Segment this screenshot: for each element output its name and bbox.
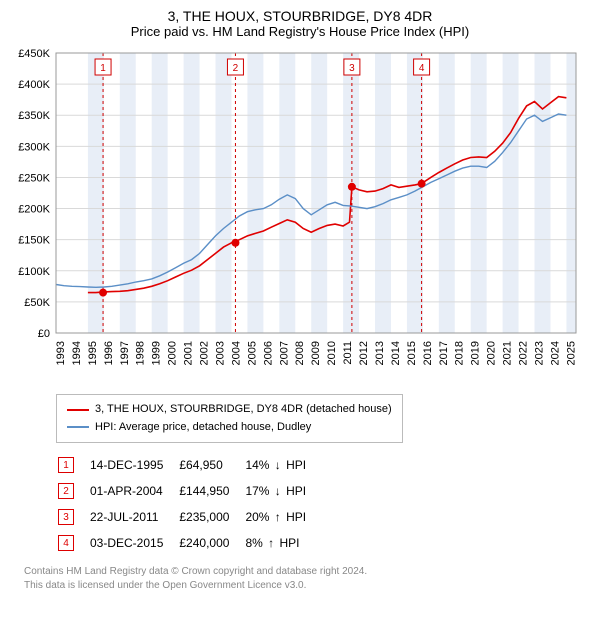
svg-text:2009: 2009 xyxy=(310,341,322,365)
event-marker: 1 xyxy=(58,457,74,473)
footer-line2: This data is licensed under the Open Gov… xyxy=(24,579,588,593)
svg-text:£200K: £200K xyxy=(18,204,50,216)
price-chart: £0 £50K £100K £150K £200K £250K £300K £350K £400… xyxy=(12,45,588,390)
event-row: 3 22-JUL-2011£235,00020% ↑ HPI xyxy=(58,505,320,529)
arrow-down-icon: ↓ xyxy=(273,458,283,472)
title-address: 3, THE HOUX, STOURBRIDGE, DY8 4DR xyxy=(12,8,588,24)
svg-text:1997: 1997 xyxy=(119,341,131,365)
svg-text:2020: 2020 xyxy=(486,341,498,365)
chart-svg: £0 £50K £100K £150K £200K £250K £300K £350K £400… xyxy=(12,45,588,385)
svg-text:1995: 1995 xyxy=(87,341,99,365)
event-date: 22-JUL-2011 xyxy=(90,505,177,529)
svg-text:2014: 2014 xyxy=(390,341,402,365)
svg-text:2023: 2023 xyxy=(534,341,546,365)
svg-text:£400K: £400K xyxy=(18,79,50,91)
svg-text:2002: 2002 xyxy=(199,341,211,365)
svg-text:£350K: £350K xyxy=(18,110,50,122)
svg-text:1996: 1996 xyxy=(103,341,115,365)
svg-text:£300K: £300K xyxy=(18,141,50,153)
svg-text:2017: 2017 xyxy=(438,341,450,365)
svg-text:3: 3 xyxy=(349,63,355,74)
event-marker: 3 xyxy=(58,509,74,525)
svg-text:2004: 2004 xyxy=(230,341,242,365)
event-price: £235,000 xyxy=(179,505,243,529)
svg-text:1998: 1998 xyxy=(135,341,147,365)
arrow-up-icon: ↑ xyxy=(266,536,276,550)
svg-text:£450K: £450K xyxy=(18,48,50,60)
svg-text:2021: 2021 xyxy=(502,341,514,365)
legend-swatch-blue xyxy=(67,426,89,428)
event-pct: 17% ↓ HPI xyxy=(245,479,320,503)
footer-note: Contains HM Land Registry data © Crown c… xyxy=(24,565,588,593)
svg-text:2006: 2006 xyxy=(262,341,274,365)
svg-text:2000: 2000 xyxy=(167,341,179,365)
svg-text:2005: 2005 xyxy=(246,341,258,365)
legend-row-blue: HPI: Average price, detached house, Dudl… xyxy=(67,419,392,437)
event-pct: 20% ↑ HPI xyxy=(245,505,320,529)
svg-text:2007: 2007 xyxy=(278,341,290,365)
footer-line1: Contains HM Land Registry data © Crown c… xyxy=(24,565,588,579)
svg-text:2022: 2022 xyxy=(518,341,530,365)
event-row: 2 01-APR-2004£144,95017% ↓ HPI xyxy=(58,479,320,503)
svg-text:2018: 2018 xyxy=(454,341,466,365)
svg-text:1994: 1994 xyxy=(71,341,83,365)
event-price: £144,950 xyxy=(179,479,243,503)
arrow-up-icon: ↑ xyxy=(273,510,283,524)
legend-swatch-red xyxy=(67,409,89,411)
arrow-down-icon: ↓ xyxy=(273,484,283,498)
event-date: 03-DEC-2015 xyxy=(90,531,177,555)
svg-text:£100K: £100K xyxy=(18,266,50,278)
svg-text:1: 1 xyxy=(100,63,106,74)
event-marker: 2 xyxy=(58,483,74,499)
svg-text:2024: 2024 xyxy=(549,341,561,365)
svg-text:2011: 2011 xyxy=(342,341,354,365)
svg-text:£250K: £250K xyxy=(18,172,50,184)
svg-text:£150K: £150K xyxy=(18,235,50,247)
event-row: 1 14-DEC-1995£64,95014% ↓ HPI xyxy=(58,453,320,477)
svg-text:1993: 1993 xyxy=(55,341,67,365)
svg-text:2003: 2003 xyxy=(214,341,226,365)
events-table: 1 14-DEC-1995£64,95014% ↓ HPI 2 01-APR-2004… xyxy=(56,451,322,557)
svg-text:1999: 1999 xyxy=(151,341,163,365)
svg-text:£50K: £50K xyxy=(24,297,50,309)
event-marker: 4 xyxy=(58,535,74,551)
svg-text:2001: 2001 xyxy=(183,341,195,365)
svg-text:2015: 2015 xyxy=(406,341,418,365)
event-date: 01-APR-2004 xyxy=(90,479,177,503)
svg-text:2008: 2008 xyxy=(294,341,306,365)
event-price: £64,950 xyxy=(179,453,243,477)
legend-label-blue: HPI: Average price, detached house, Dudl… xyxy=(95,419,311,437)
event-row: 4 03-DEC-2015£240,0008% ↑ HPI xyxy=(58,531,320,555)
svg-text:2016: 2016 xyxy=(422,341,434,365)
svg-text:2013: 2013 xyxy=(374,341,386,365)
event-pct: 8% ↑ HPI xyxy=(245,531,320,555)
legend-label-red: 3, THE HOUX, STOURBRIDGE, DY8 4DR (detac… xyxy=(95,401,392,419)
svg-text:4: 4 xyxy=(419,63,425,74)
event-pct: 14% ↓ HPI xyxy=(245,453,320,477)
svg-text:2: 2 xyxy=(233,63,239,74)
event-price: £240,000 xyxy=(179,531,243,555)
svg-text:£0: £0 xyxy=(38,328,50,340)
svg-text:2019: 2019 xyxy=(470,341,482,365)
svg-text:2012: 2012 xyxy=(358,341,370,365)
legend-row-red: 3, THE HOUX, STOURBRIDGE, DY8 4DR (detac… xyxy=(67,401,392,419)
svg-text:2010: 2010 xyxy=(326,341,338,365)
title-subtitle: Price paid vs. HM Land Registry's House … xyxy=(12,24,588,39)
legend: 3, THE HOUX, STOURBRIDGE, DY8 4DR (detac… xyxy=(56,394,403,443)
event-date: 14-DEC-1995 xyxy=(90,453,177,477)
svg-text:2025: 2025 xyxy=(565,341,577,365)
